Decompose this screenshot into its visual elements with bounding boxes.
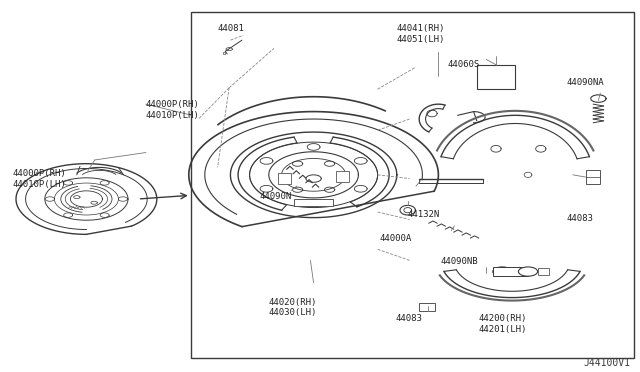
- Text: 44000P(RH)
44010P(LH): 44000P(RH) 44010P(LH): [13, 169, 67, 189]
- Bar: [493, 267, 528, 276]
- Ellipse shape: [493, 267, 512, 276]
- Bar: [191, 12, 634, 358]
- Bar: [419, 303, 435, 311]
- Text: 44132N: 44132N: [408, 210, 440, 219]
- Text: 44041(RH)
44051(LH): 44041(RH) 44051(LH): [397, 24, 445, 44]
- Text: 44020(RH)
44030(LH): 44020(RH) 44030(LH): [269, 298, 317, 317]
- Bar: [538, 268, 549, 275]
- Ellipse shape: [518, 267, 538, 276]
- Text: J44100V1: J44100V1: [584, 358, 630, 368]
- Bar: [278, 173, 291, 184]
- Text: 44090NB: 44090NB: [440, 257, 478, 266]
- Text: 44090N: 44090N: [259, 192, 291, 201]
- Text: 44083: 44083: [566, 214, 593, 223]
- Text: 44090NA: 44090NA: [566, 78, 604, 87]
- Text: 44083: 44083: [396, 314, 422, 323]
- Bar: [477, 65, 515, 89]
- Text: 44000A: 44000A: [380, 234, 412, 243]
- Bar: [294, 199, 333, 206]
- Text: 44200(RH)
44201(LH): 44200(RH) 44201(LH): [479, 314, 527, 334]
- Bar: [336, 171, 349, 182]
- Text: 44060S: 44060S: [448, 60, 480, 68]
- Bar: [586, 170, 600, 184]
- Text: 44000P(RH)
44010P(LH): 44000P(RH) 44010P(LH): [146, 100, 200, 120]
- Text: 44081: 44081: [218, 24, 244, 33]
